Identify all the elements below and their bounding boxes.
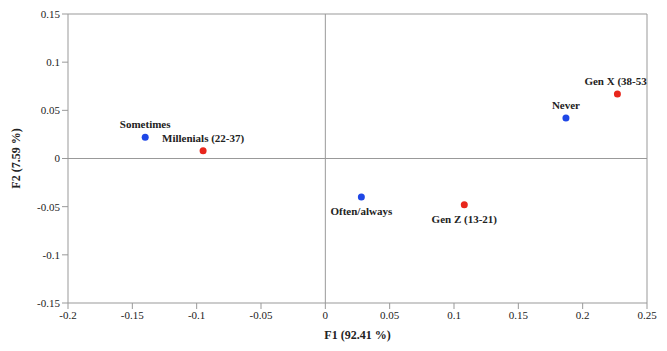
svg-text:0.1: 0.1	[46, 56, 60, 68]
svg-text:-0.2: -0.2	[59, 309, 76, 321]
svg-text:Gen Z (13-21): Gen Z (13-21)	[432, 213, 498, 226]
svg-text:-0.15: -0.15	[121, 309, 144, 321]
svg-text:0.25: 0.25	[637, 309, 657, 321]
svg-text:0: 0	[323, 309, 329, 321]
svg-text:0.1: 0.1	[447, 309, 461, 321]
svg-text:-0.05: -0.05	[250, 309, 273, 321]
svg-text:0: 0	[55, 152, 61, 164]
svg-text:Often/always: Often/always	[330, 205, 392, 217]
svg-text:Never: Never	[552, 99, 580, 111]
svg-text:-0.05: -0.05	[37, 201, 60, 213]
svg-text:0.15: 0.15	[41, 8, 61, 20]
svg-text:-0.1: -0.1	[188, 309, 205, 321]
svg-text:-0.1: -0.1	[43, 249, 60, 261]
svg-text:F1 (92.41 %): F1 (92.41 %)	[324, 328, 390, 342]
svg-text:0.2: 0.2	[576, 309, 590, 321]
svg-text:0.15: 0.15	[509, 309, 529, 321]
svg-text:0.05: 0.05	[41, 104, 61, 116]
svg-text:F2 (7.59 %): F2 (7.59 %)	[9, 128, 23, 188]
svg-text:-0.15: -0.15	[37, 297, 60, 309]
svg-text:0.05: 0.05	[380, 309, 400, 321]
svg-text:Millenials (22-37): Millenials (22-37)	[162, 132, 245, 145]
svg-text:Gen X (38-53): Gen X (38-53)	[584, 75, 647, 88]
svg-text:Sometimes: Sometimes	[120, 118, 171, 130]
